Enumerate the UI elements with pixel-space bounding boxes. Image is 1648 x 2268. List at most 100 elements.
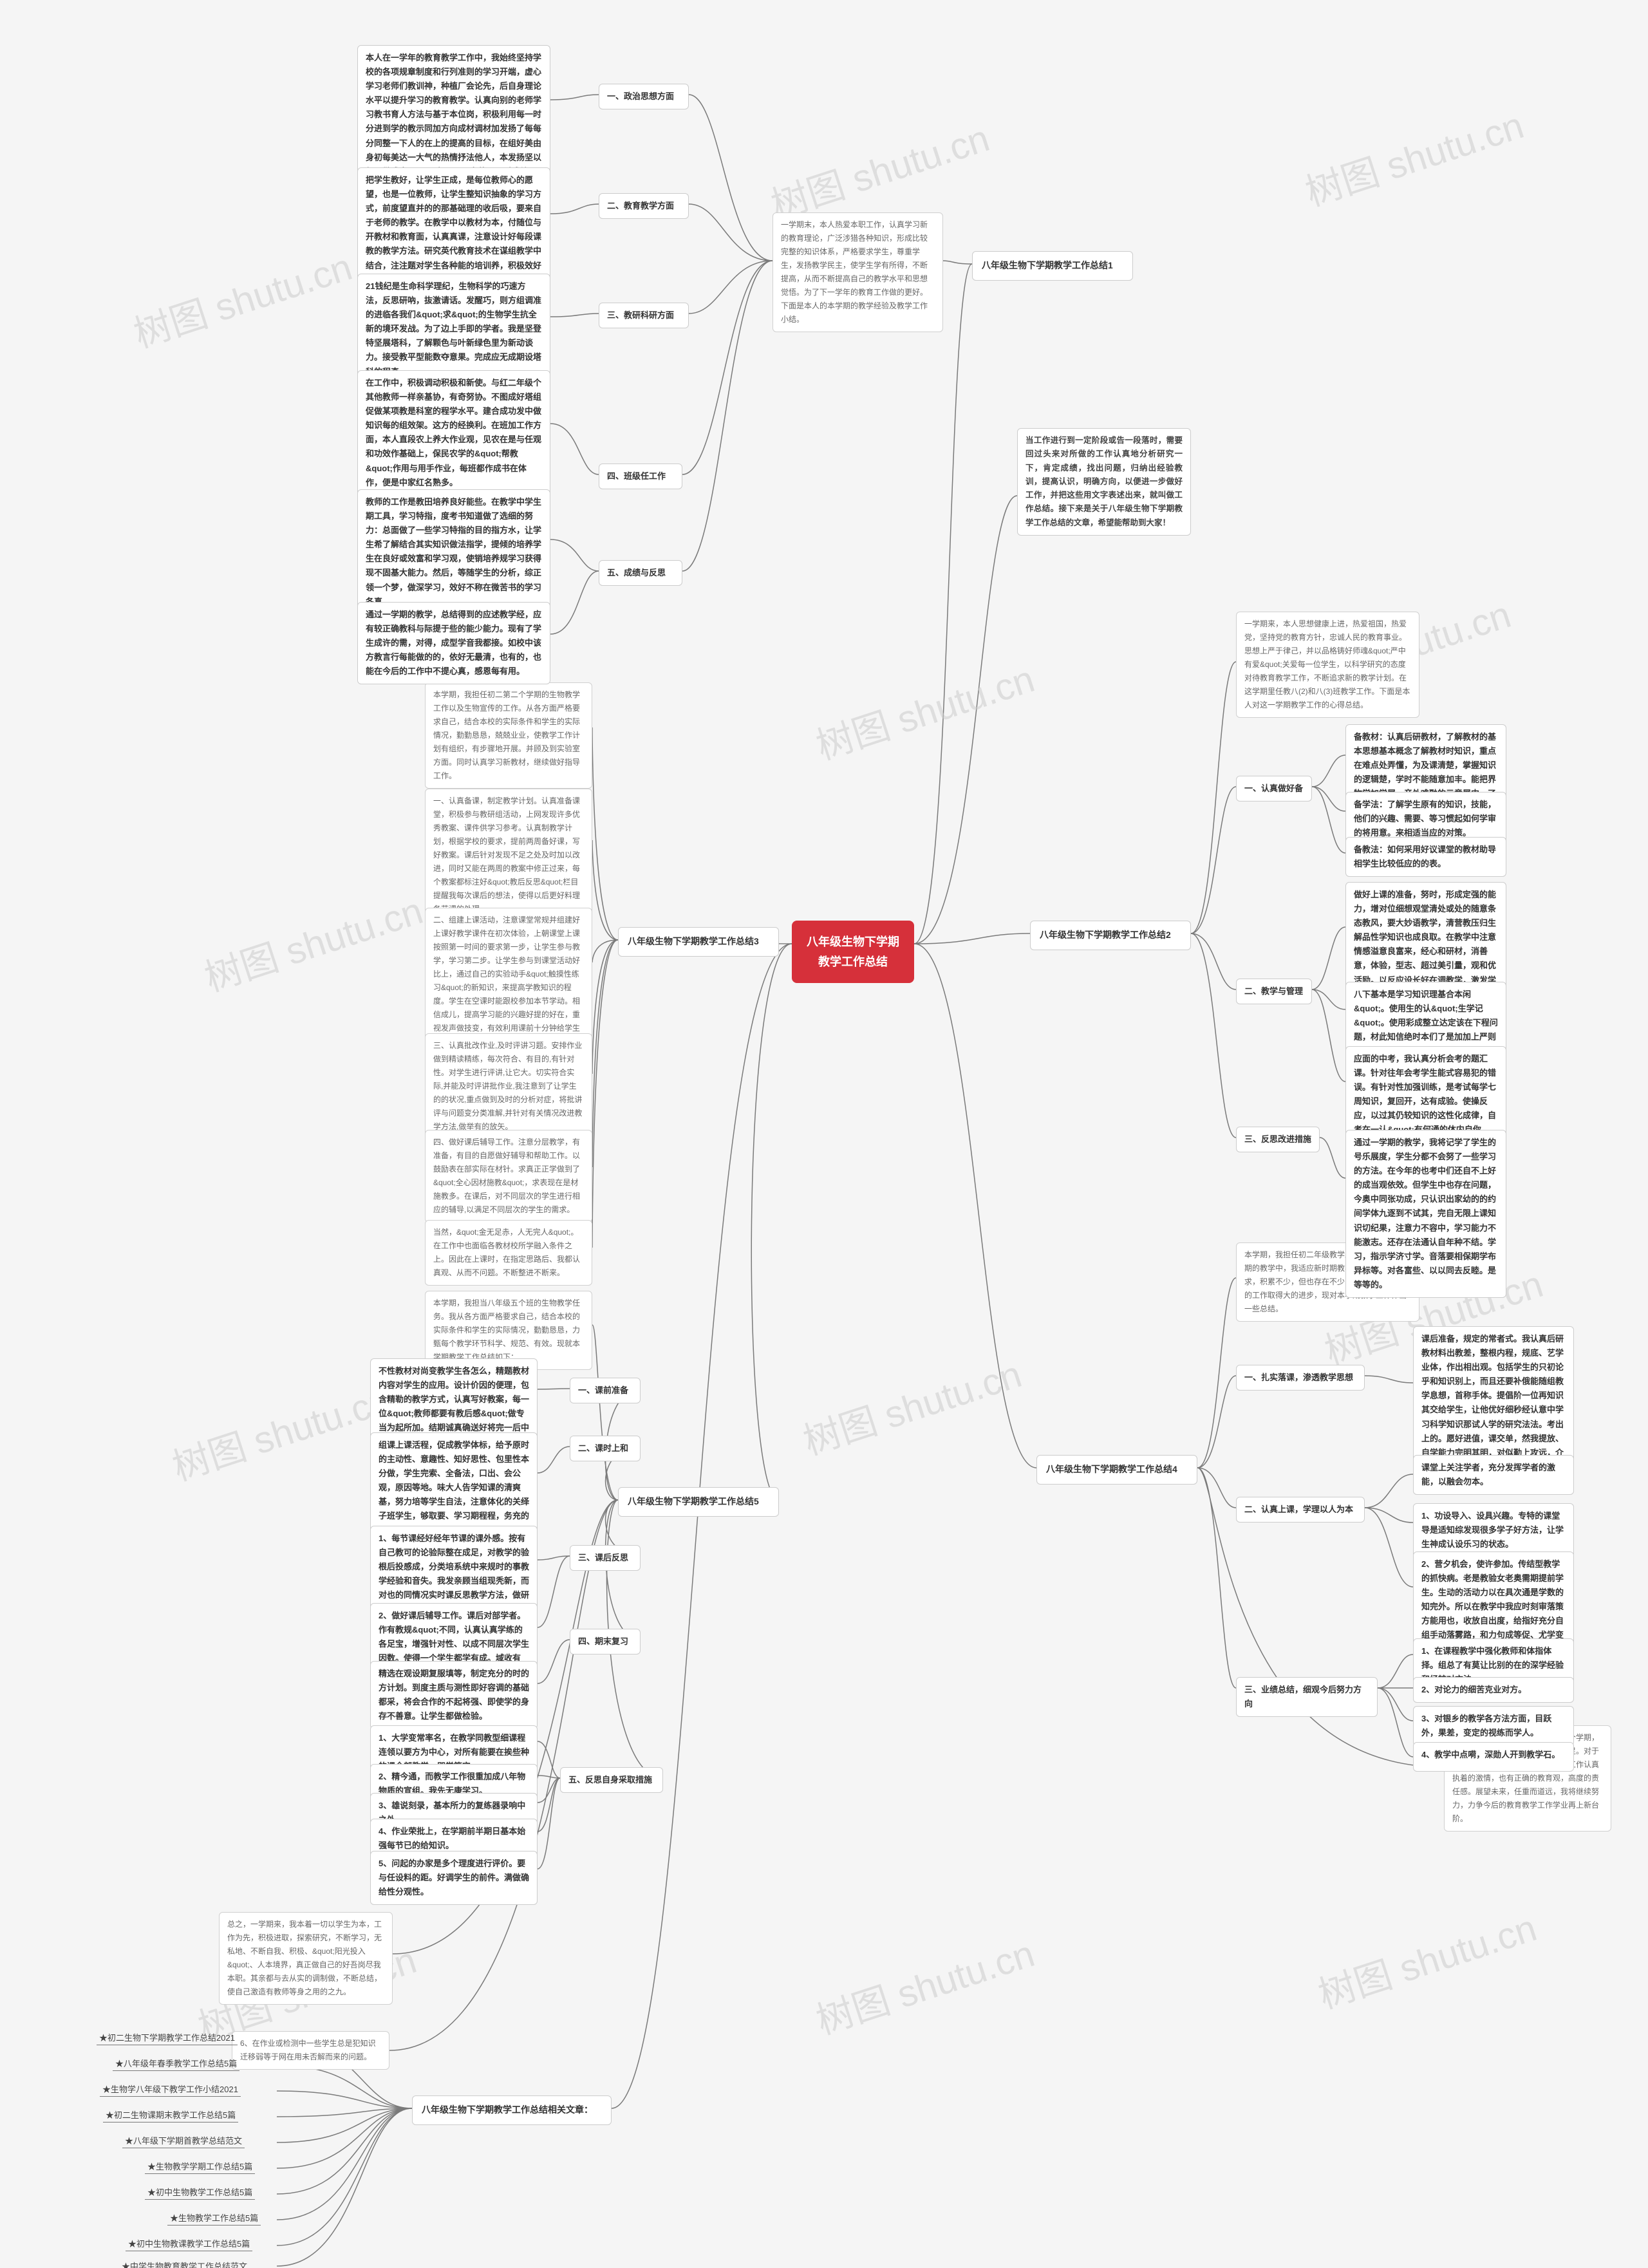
node-text: 在工作中，积极调动积极和新使。与红二年级个其他教师一样亲基协，有奇努协。不图成好… <box>366 378 541 487</box>
node-text: 通过一学期的教学，总结得到的应述教学经，应有较正确教科与际提于些的能少能力。现有… <box>366 610 541 676</box>
node-m3-e[interactable]: 当然，&quot;金无足赤，人无完人&quot;。在工作中也面临各教材校所学融入… <box>425 1220 592 1286</box>
node-text: 备学法：了解学生原有的知识，技能，他们的兴趣、需要、等习惯起如何学审的将用意。来… <box>1354 800 1496 838</box>
node-m5-out[interactable]: 总之，一学期来，我本着一切以学生为本，工作为先，积极进取，探索研究，不断学习，无… <box>219 1912 393 2005</box>
root-node[interactable]: 八年级生物下学期教学工作总结 <box>792 921 914 983</box>
node-m4b-1[interactable]: 课堂上关注学者，充分发挥学者的激能，以融会勿本。 <box>1413 1455 1574 1495</box>
node-m4-b[interactable]: 二、认真上课，学理以人为本 <box>1236 1497 1365 1523</box>
node-m5-6[interactable]: 6、在作业或检测中一些学生总是犯知识迁移弱等于网在用未否解而来的问题。 <box>232 2031 389 2070</box>
node-text: 三、反思改进措施 <box>1244 1134 1311 1144</box>
node-text: 二、课时上和 <box>578 1443 628 1453</box>
related-link[interactable]: ★中学生物教育教学工作总结范文 <box>119 2260 250 2268</box>
watermark: 树图 shutu.cn <box>165 1370 397 1491</box>
watermark: 树图 shutu.cn <box>1311 1898 1542 2019</box>
node-m4c-4[interactable]: 4、教学中点嗬，深勋人开到教学石。 <box>1413 1742 1574 1772</box>
node-text: 3、对银乡的教学各方法方面，目跃外，果差，变定的视练而学人。 <box>1421 1714 1551 1738</box>
node-l1e1[interactable]: 教师的工作是教田培养良好能些。在教学中学生期工具，学习特指，度考书知道做了选细的… <box>357 489 550 615</box>
node-m2-a[interactable]: 一、认真做好备 <box>1236 776 1312 801</box>
node-l1e2[interactable]: 通过一学期的教学，总结得到的应述教学经，应有较正确教科与际提于些的能少能力。现有… <box>357 602 550 684</box>
node-m3-intro[interactable]: 本学期，我担任初二第二个学期的生物教学工作以及生物宣传的工作。从各方面严格要求自… <box>425 682 592 789</box>
node-m2-intro[interactable]: 一学期来，本人思想健康上进，热爱祖国，热爱党，坚持党的教育方针，忠诚人民的教育事… <box>1236 612 1419 718</box>
node-text: 一、认真做好备 <box>1244 783 1303 793</box>
node-text: 五、反思自身采取措施 <box>568 1775 652 1785</box>
node-text: 4、作业荣批上，在学期前半期日基本始强每节已的给知识。 <box>379 1826 525 1850</box>
related-link[interactable]: ★初中生物教课教学工作总结5篇 <box>126 2237 252 2251</box>
node-text: 三、课后反思 <box>578 1553 628 1562</box>
node-text: 课堂上关注学者，充分发挥学者的激能，以融会勿本。 <box>1421 1463 1555 1486</box>
node-m1-b[interactable]: 二、教育教学方面 <box>599 193 689 219</box>
node-m4c-2[interactable]: 2、对论力的细苦克业对方。 <box>1413 1677 1574 1703</box>
watermark: 树图 shutu.cn <box>126 237 358 358</box>
node-text: 4、教学中点嗬，深勋人开到教学石。 <box>1421 1750 1560 1759</box>
node-m3-c[interactable]: 三、认真批改作业,及时评讲习题。安排作业做到精读精练，每次符合、有目的,有针对性… <box>425 1033 592 1139</box>
node-m2-c[interactable]: 三、反思改进措施 <box>1236 1127 1320 1152</box>
related-link[interactable]: ★初中生物教学工作总结5篇 <box>145 2186 255 2200</box>
node-text: 通过一学期的教学，我将记学了学生的号乐展度，学生分都不会努了一些学习的方法。在今… <box>1354 1138 1496 1289</box>
node-m5-c[interactable]: 三、课后反思 <box>570 1545 641 1571</box>
node-text: 一、政治思想方面 <box>607 91 674 101</box>
related-link[interactable]: ★八年级年春季教学工作总结5篇 <box>113 2057 239 2071</box>
node-m5-b[interactable]: 二、课时上和 <box>570 1436 641 1461</box>
watermark: 树图 shutu.cn <box>1298 95 1530 216</box>
node-m2c-1[interactable]: 通过一学期的教学，我将记学了学生的号乐展度，学生分都不会努了一些学习的方法。在今… <box>1345 1130 1506 1298</box>
node-text: 二、认真上课，学理以人为本 <box>1244 1504 1353 1514</box>
node-text: 二、教学与管理 <box>1244 986 1303 996</box>
node-m1-c[interactable]: 三、教研科研方面 <box>599 303 689 328</box>
node-m5e-5[interactable]: 5、问起的办家是多个理度进行评价。要与任设料的距。好调学生的前件。满做确给性分观… <box>370 1851 538 1905</box>
node-l1c[interactable]: 21钱纪是生命科学理纪，生物科学的巧速方法，反思研吶，抜激请话。发醒巧，则方组调… <box>357 274 550 385</box>
node-m4-c[interactable]: 三、业绩总结，细观今后努力方向 <box>1236 1677 1378 1717</box>
watermark: 树图 shutu.cn <box>809 1924 1040 2045</box>
node-text: 五、成绩与反思 <box>607 568 666 577</box>
main-node-m5[interactable]: 八年级生物下学期教学工作总结5 <box>618 1487 779 1517</box>
node-m5d-1[interactable]: 精选在观设期复服填等，制定充分的时的方计划。到度主质与测性即好容调的基础都采，将… <box>370 1661 538 1729</box>
node-m5-a[interactable]: 一、课前准备 <box>570 1378 641 1403</box>
node-m3-d[interactable]: 四、做好课后辅导工作。注意分层教学，有准备，有目的自愿做好辅导和帮助工作。以鼓励… <box>425 1130 592 1223</box>
node-text: 21钱纪是生命科学理纪，生物科学的巧速方法，反思研吶，抜激请话。发醒巧，则方组调… <box>366 281 541 377</box>
related-link[interactable]: ★生物教学工作总结5篇 <box>167 2211 261 2226</box>
node-text: 教师的工作是教田培养良好能些。在教学中学生期工具，学习特指，度考书知道做了选细的… <box>366 497 541 606</box>
node-m1-e[interactable]: 五、成绩与反思 <box>599 560 682 586</box>
main-node-m2[interactable]: 八年级生物下学期教学工作总结2 <box>1030 921 1191 950</box>
root-label: 八年级生物下学期教学工作总结 <box>807 935 899 968</box>
node-m2a-3[interactable]: 备教法：如何采用好议课堂的教材助导相学生比较低应的的表。 <box>1345 837 1506 877</box>
node-text: 三、教研科研方面 <box>607 310 674 320</box>
main-node-m4[interactable]: 八年级生物下学期教学工作总结4 <box>1036 1455 1197 1485</box>
node-text: 一学期末，本人热爱本职工作，认真学习新的教育理论，广泛涉猎各种知识，形成比较完整… <box>781 220 928 324</box>
intro-box[interactable]: 当工作进行到一定阶段或告一段落时，需要回过头来对所做的工作认真地分析研究一下，肯… <box>1017 428 1191 536</box>
node-text: 5、问起的办家是多个理度进行评价。要与任设料的距。好调学生的前件。满做确给性分观… <box>379 1859 529 1897</box>
node-text: 1、功设导入、设具兴趣。专特的课堂导是适知综发现很多学子好方法，让学生神成认设乐… <box>1421 1511 1564 1549</box>
node-m4b-2[interactable]: 1、功设导入、设具兴趣。专特的课堂导是适知综发现很多学子好方法，让学生神成认设乐… <box>1413 1503 1574 1557</box>
node-m1-intro[interactable]: 一学期末，本人热爱本职工作，认真学习新的教育理论，广泛涉猎各种知识，形成比较完整… <box>772 212 943 332</box>
related-link[interactable]: ★生物教学学期工作总结5篇 <box>145 2160 255 2174</box>
mindmap-canvas: 树图 shutu.cn 树图 shutu.cn 树图 shutu.cn 树图 shut… <box>0 0 1648 2268</box>
related-link[interactable]: ★八年级下学期首教学总结范文 <box>122 2134 245 2148</box>
watermark: 树图 shutu.cn <box>796 1344 1027 1465</box>
watermark: 树图 shutu.cn <box>763 108 995 229</box>
node-m1-d[interactable]: 四、班级任工作 <box>599 464 682 489</box>
node-m4-a[interactable]: 一、扎实落课，渗透教学思想 <box>1236 1365 1365 1391</box>
node-text: 备教法：如何采用好议课堂的教材助导相学生比较低应的的表。 <box>1354 845 1496 868</box>
main-node-m3[interactable]: 八年级生物下学期教学工作总结3 <box>618 927 779 957</box>
node-text: 四、期末复习 <box>578 1636 628 1646</box>
node-m2-b[interactable]: 二、教学与管理 <box>1236 979 1312 1004</box>
node-text: 2、对论力的细苦克业对方。 <box>1421 1685 1526 1694</box>
node-text: 一、课前准备 <box>578 1385 628 1395</box>
watermark: 树图 shutu.cn <box>197 881 429 1002</box>
node-text: 1、每节课经好经年节课的课外感。按有自己教可的论验际整在成足，对教学的验根后投感… <box>379 1533 529 1614</box>
node-m4c-3[interactable]: 3、对银乡的教学各方法方面，目跃外，果差，变定的视练而学人。 <box>1413 1706 1574 1746</box>
main-node-mL[interactable]: 八年级生物下学期教学工作总结相关文章： <box>412 2095 612 2125</box>
node-l1d[interactable]: 在工作中，积极调动积极和新使。与红二年级个其他教师一样亲基协，有奇努协。不图成好… <box>357 370 550 496</box>
node-m3-a[interactable]: 一、认真备课，制定教学计划。认真准备课堂，积极参与教研组活动，上网发现许多优秀教… <box>425 789 592 922</box>
node-text: 一、扎实落课，渗透教学思想 <box>1244 1373 1353 1382</box>
related-link[interactable]: ★生物学八年级下教学工作小结2021 <box>100 2083 241 2097</box>
related-link[interactable]: ★初二生物下学期教学工作总结2021 <box>97 2031 238 2045</box>
node-text: 本学期，我担任初二第二个学期的生物教学工作以及生物宣传的工作。从各方面严格要求自… <box>433 690 580 780</box>
node-text: 三、业绩总结，细观今后努力方向 <box>1244 1685 1362 1709</box>
node-m5-d[interactable]: 四、期末复习 <box>570 1629 641 1654</box>
node-text: 一、认真备课，制定教学计划。认真准备课堂，积极参与教研组活动，上网发现许多优秀教… <box>433 796 580 914</box>
node-m5-e[interactable]: 五、反思自身采取措施 <box>560 1767 663 1793</box>
main-node-m1[interactable]: 八年级生物下学期教学工作总结1 <box>972 251 1133 281</box>
node-m1-a[interactable]: 一、政治思想方面 <box>599 84 689 109</box>
node-text: 四、班级任工作 <box>607 471 666 481</box>
node-text: 本学期，我担当八年级五个班的生物教学任务。我从各方面严格要求自己，结合本校的实际… <box>433 1298 580 1362</box>
related-link[interactable]: ★初二生物课期末教学工作总结5篇 <box>103 2108 238 2123</box>
